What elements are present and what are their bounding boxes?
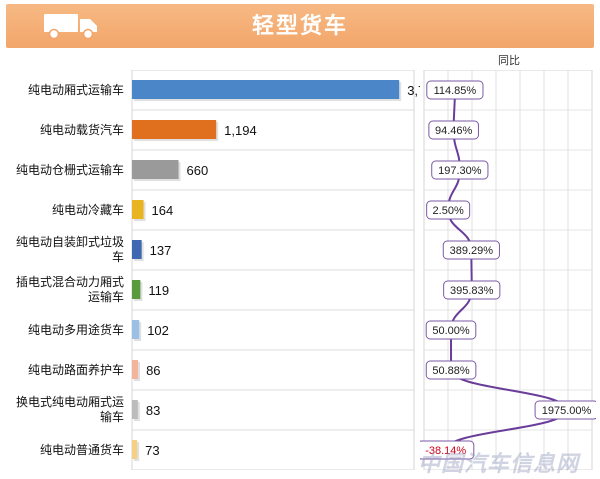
category-label: 纯电动冷藏车 (52, 202, 124, 217)
value-label: 660 (187, 163, 209, 178)
bar (132, 440, 138, 459)
bar (132, 320, 140, 339)
value-label: 137 (150, 243, 172, 258)
category-label-line: 纯电动多用途货车 (28, 322, 124, 337)
value-label: 164 (152, 203, 174, 218)
category-label-line: 输车 (100, 409, 124, 424)
chart-header: 轻型货车 (6, 4, 594, 48)
category-label: 纯电动厢式运输车 (28, 82, 124, 97)
yoy-label-box (431, 160, 489, 180)
value-label: 86 (146, 363, 160, 378)
category-label: 纯电动仓栅式运输车 (16, 162, 124, 177)
yoy-label-box (425, 320, 477, 340)
value-label: 1,194 (224, 123, 257, 138)
category-label-line: 纯电动冷藏车 (52, 202, 124, 217)
bar (132, 360, 139, 379)
chart-title: 轻型货车 (251, 13, 348, 38)
bar (132, 240, 142, 259)
bar (132, 280, 141, 299)
yoy-label-box (443, 280, 501, 300)
category-label-line: 纯电动载货汽车 (40, 122, 124, 137)
category-label: 纯电动普通货车 (40, 442, 124, 457)
category-label-line: 车 (112, 249, 124, 264)
yoy-label: 同比 (498, 55, 520, 67)
yoy-label-box (425, 360, 477, 380)
yoy-value-label: 2.50% (433, 205, 464, 217)
value-label: 73 (145, 443, 159, 458)
yoy-value-label: 197.30% (438, 165, 482, 177)
category-label: 纯电动载货汽车 (40, 122, 124, 137)
category-label: 纯电动路面养护车 (28, 362, 124, 377)
category-label: 换电式纯电动厢式运输车 (16, 395, 124, 424)
bar (132, 200, 144, 219)
value-label: 83 (146, 403, 160, 418)
category-label-line: 纯电动自装卸式垃圾 (16, 234, 124, 249)
bar-chart: 纯电动厢式运输车 3,790 纯电动载货汽车 1,194 纯电动仓栅式运输车 660 纯电动… (16, 70, 420, 470)
yoy-label-box (442, 240, 500, 260)
bar (132, 400, 138, 419)
yoy-value-label: 50.88% (432, 365, 470, 377)
value-label: 119 (148, 283, 169, 298)
category-label-line: 运输车 (88, 289, 124, 304)
yoy-label-box (428, 120, 479, 140)
yoy-label-box (426, 80, 484, 100)
yoy-value-label: -38.14% (425, 445, 466, 457)
value-label: 3,790 (407, 83, 420, 98)
category-label: 纯电动多用途货车 (28, 322, 124, 337)
bar (132, 160, 179, 179)
yoy-value-label: 114.85% (434, 85, 477, 97)
yoy-label-box (534, 400, 596, 420)
bar (132, 80, 400, 99)
bar (132, 120, 217, 139)
yoy-value-label: 1975.00% (542, 405, 592, 417)
yoy-value-label: 94.46% (435, 125, 473, 137)
category-label-line: 纯电动仓栅式运输车 (16, 162, 124, 177)
yoy-value-label: 50.00% (432, 325, 470, 337)
category-label-line: 插电式混合动力厢式 (16, 274, 124, 289)
yoy-chart: 114.85% 94.46% 197.30% 2.50% 389.29% 395.83% 5… (420, 70, 596, 470)
category-label: 纯电动自装卸式垃圾车 (16, 234, 124, 264)
category-label-line: 纯电动路面养护车 (28, 362, 124, 377)
yoy-label-box (426, 200, 471, 220)
truck-icon (44, 14, 97, 40)
yoy-value-label: 395.83% (450, 285, 494, 297)
category-label-line: 纯电动厢式运输车 (28, 82, 124, 97)
category-label: 插电式混合动力厢式运输车 (16, 274, 124, 304)
category-label-line: 纯电动普通货车 (40, 442, 124, 457)
watermark: 中国汽车信息网 (418, 451, 580, 476)
value-label: 102 (147, 323, 169, 338)
yoy-label-box (420, 440, 475, 460)
yoy-value-label: 389.29% (450, 245, 494, 257)
category-label-line: 换电式纯电动厢式运 (16, 395, 124, 409)
